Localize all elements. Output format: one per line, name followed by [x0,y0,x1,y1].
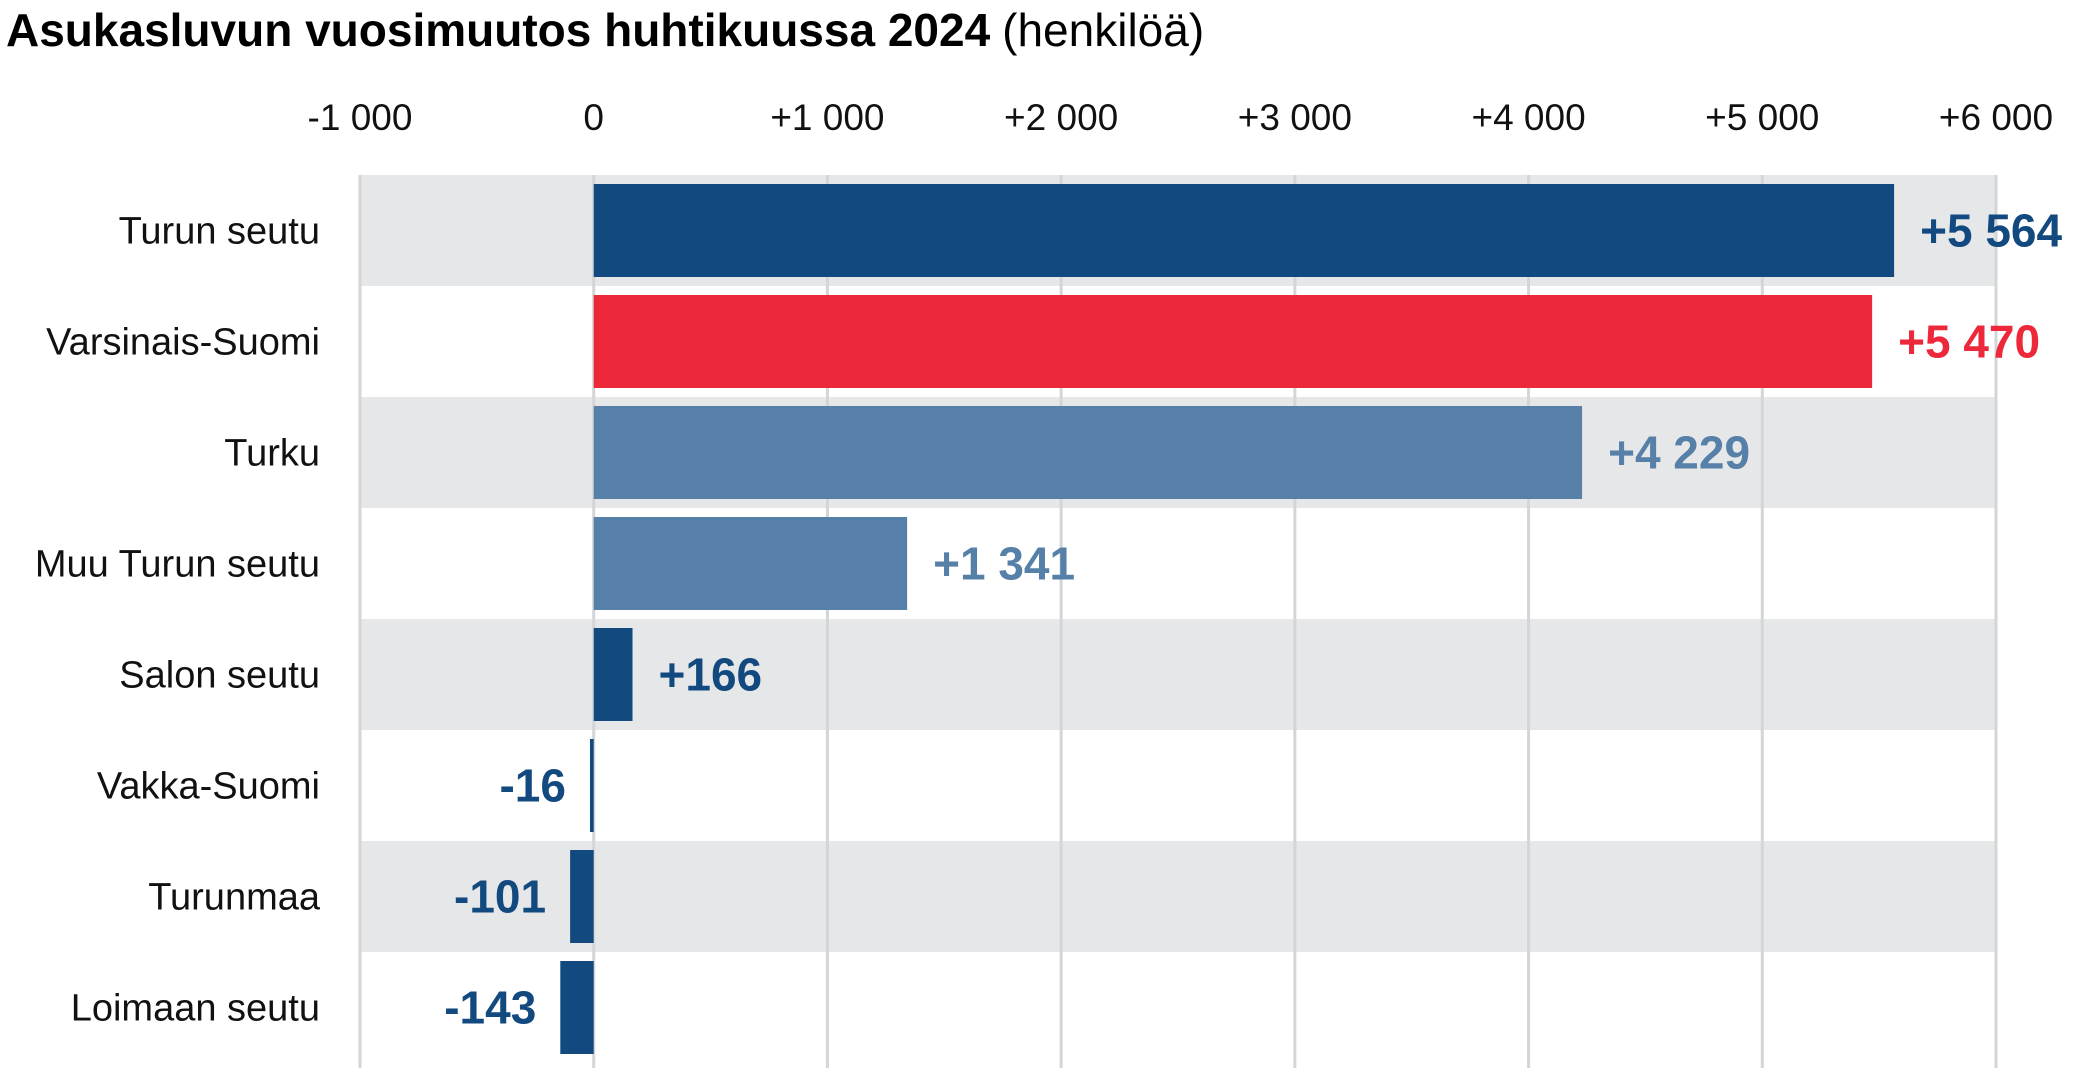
category-label: Varsinais-Suomi [46,322,320,364]
bar [560,961,594,1054]
bar [593,517,908,610]
chart-title: Asukasluvun vuosimuutos huhtikuussa 2024… [6,4,1204,56]
x-tick-label: +1 000 [770,97,884,138]
value-label: +166 [659,649,763,701]
bar [570,850,594,943]
value-label: -16 [499,760,565,812]
category-label: Salon seutu [119,655,320,697]
category-label: Vakka-Suomi [97,766,320,808]
chart-title-unit: (henkilöä) [1002,4,1204,56]
bar [593,406,1583,499]
bar [593,184,1895,277]
value-label: -143 [444,982,536,1034]
x-axis-tick-labels: -1 000 0 +1 000 +2 000 +3 000 +4 000 +5 000 +6 … [308,97,2054,138]
value-label: +1 341 [933,538,1075,590]
category-label: Turku [224,433,320,475]
category-label: Turun seutu [119,211,320,253]
x-tick-label: +2 000 [1004,97,1118,138]
value-label: -101 [454,871,546,923]
category-labels: Turun seutu Varsinais-Suomi Turku Muu Turun… [35,211,321,1030]
bar [589,739,594,832]
category-label: Loimaan seutu [71,988,320,1030]
value-label: +4 229 [1608,427,1750,479]
category-label: Muu Turun seutu [35,544,320,586]
row-band [360,841,1996,952]
x-tick-label: 0 [583,97,604,138]
value-label: +5 564 [1920,205,2062,257]
x-tick-label: +3 000 [1238,97,1352,138]
bars [560,184,1895,1054]
value-label: +5 470 [1898,316,2040,368]
value-labels: +5 564 +5 470 +4 229 +1 341 +166 -16 -101 -143 [444,205,2062,1034]
row-band [360,619,1996,730]
bar [593,628,633,721]
bar [593,295,1873,388]
category-label: Turunmaa [148,877,321,919]
x-tick-label: +4 000 [1471,97,1585,138]
chart-title-main: Asukasluvun vuosimuutos huhtikuussa 2024 [6,4,991,56]
x-tick-label: +6 000 [1939,97,2053,138]
x-tick-label: +5 000 [1705,97,1819,138]
x-tick-label: -1 000 [308,97,413,138]
